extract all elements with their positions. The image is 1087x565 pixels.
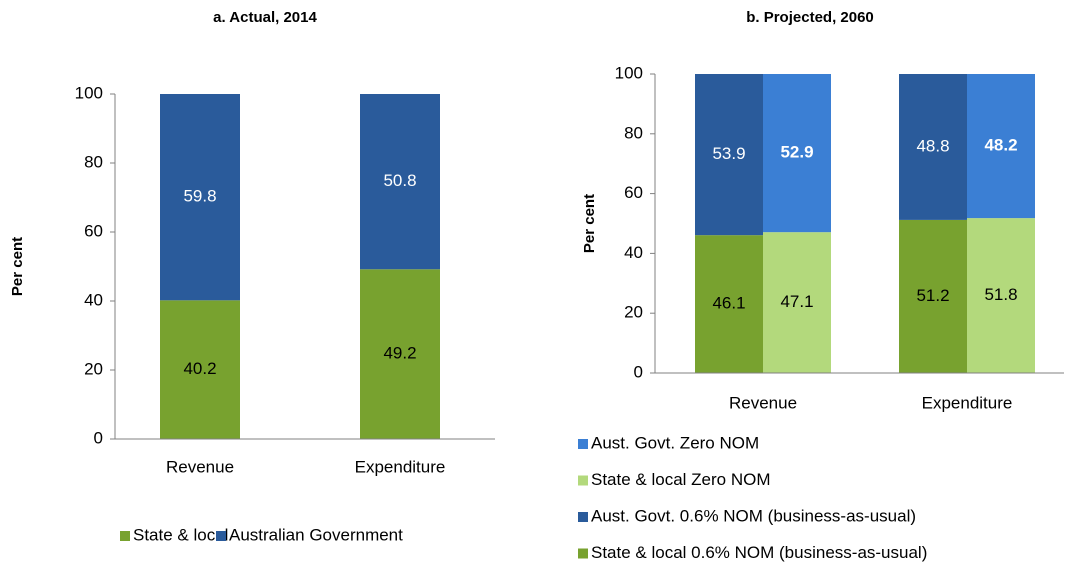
bar-segment (695, 235, 763, 373)
value-label: 51.2 (916, 286, 949, 305)
legend-swatch (120, 531, 130, 541)
value-label: 52.9 (780, 143, 813, 162)
x-tick-label: Expenditure (922, 393, 1013, 412)
bar-segment (360, 94, 440, 270)
legend-label: Aust. Govt. 0.6% NOM (business-as-usual) (591, 506, 916, 525)
bar-segment (763, 74, 831, 233)
legend-label: State & local (133, 525, 228, 544)
y-tick-label: 100 (75, 83, 103, 102)
y-tick-label: 0 (94, 428, 103, 447)
bar-segment (160, 300, 240, 439)
y-tick-label: 80 (84, 152, 103, 171)
value-label: 59.8 (183, 187, 216, 206)
bar-segment (160, 94, 240, 301)
value-label: 51.8 (984, 285, 1017, 304)
value-label: 53.9 (712, 144, 745, 163)
chart-title: b. Projected, 2060 (746, 9, 874, 26)
legend-swatch (578, 475, 588, 486)
y-tick-label: 40 (84, 290, 103, 309)
y-tick-label: 40 (624, 243, 643, 262)
y-tick-label: 0 (634, 362, 643, 381)
x-tick-label: Revenue (166, 457, 234, 476)
y-tick-label: 100 (615, 63, 643, 82)
legend-swatch (578, 512, 588, 522)
x-tick-label: Expenditure (355, 457, 446, 476)
chart-title: a. Actual, 2014 (213, 9, 317, 26)
value-label: 50.8 (383, 171, 416, 190)
y-tick-label: 60 (624, 183, 643, 202)
legend-label: Australian Government (229, 525, 403, 544)
legend-label: Aust. Govt. Zero NOM (591, 433, 759, 452)
value-label: 40.2 (183, 359, 216, 378)
bar-segment (695, 74, 763, 236)
bar-segment (899, 219, 967, 373)
y-axis-label: Per cent (581, 194, 598, 253)
bar-segment (763, 232, 831, 373)
x-tick-label: Revenue (729, 393, 797, 412)
value-label: 47.1 (780, 292, 813, 311)
bar-segment (967, 74, 1035, 219)
legend-label: State & local Zero NOM (591, 470, 771, 489)
bar-segment (360, 269, 440, 439)
bar-segment (899, 74, 967, 220)
y-tick-label: 20 (84, 359, 103, 378)
y-axis-label: Per cent (9, 237, 26, 296)
value-label: 49.2 (383, 344, 416, 363)
value-label: 48.8 (916, 136, 949, 155)
legend-label: State & local 0.6% NOM (business-as-usua… (591, 543, 927, 562)
legend-swatch (578, 439, 588, 449)
y-tick-label: 60 (84, 221, 103, 240)
y-tick-label: 20 (624, 303, 643, 322)
bar-segment (967, 218, 1035, 373)
y-tick-label: 80 (624, 123, 643, 142)
value-label: 46.1 (712, 294, 745, 313)
legend-swatch (578, 548, 588, 559)
legend-swatch (216, 531, 226, 541)
value-label: 48.2 (984, 136, 1017, 155)
